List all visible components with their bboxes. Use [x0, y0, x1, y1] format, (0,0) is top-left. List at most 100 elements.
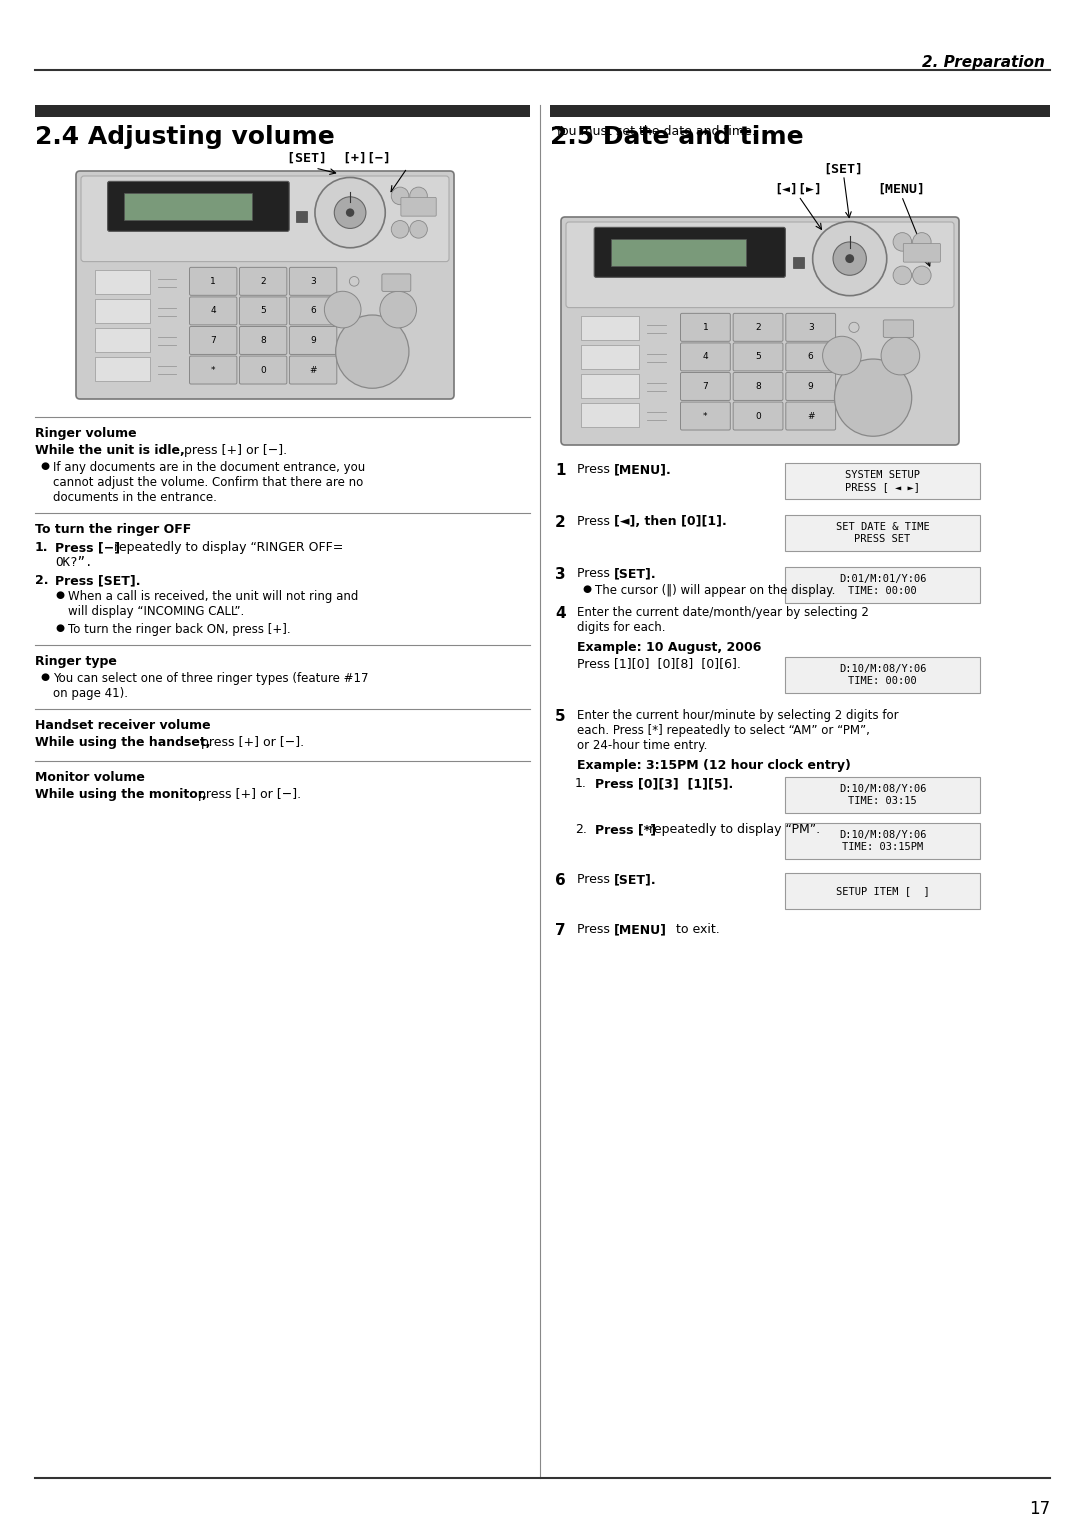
Text: 1: 1: [555, 463, 566, 478]
Text: D:10/M:08/Y:06
TIME: 03:15PM: D:10/M:08/Y:06 TIME: 03:15PM: [839, 830, 927, 851]
Text: 7: 7: [555, 923, 566, 938]
Bar: [95, 329, 150, 351]
Text: [◄], then [0][1].: [◄], then [0][1].: [615, 515, 727, 529]
Bar: [95, 299, 150, 322]
Text: [MENU]: [MENU]: [878, 183, 926, 196]
Text: Example: 3:15PM (12 hour clock entry): Example: 3:15PM (12 hour clock entry): [577, 759, 851, 772]
Circle shape: [846, 254, 854, 263]
Bar: [95, 358, 150, 380]
FancyBboxPatch shape: [289, 296, 337, 325]
Text: 3: 3: [808, 322, 813, 332]
FancyBboxPatch shape: [240, 267, 287, 295]
Text: ●: ●: [40, 461, 49, 471]
Bar: [550, 105, 1050, 118]
Text: While using the monitor,: While using the monitor,: [35, 788, 206, 801]
FancyBboxPatch shape: [189, 356, 237, 384]
FancyBboxPatch shape: [733, 373, 783, 400]
Circle shape: [409, 220, 428, 238]
Text: 9: 9: [310, 336, 316, 345]
Text: 1.: 1.: [575, 778, 586, 790]
Circle shape: [335, 197, 366, 229]
FancyBboxPatch shape: [189, 327, 237, 354]
Text: 3: 3: [555, 567, 566, 582]
Text: Monitor volume: Monitor volume: [35, 772, 145, 784]
Text: #: #: [309, 365, 316, 374]
Text: SETUP ITEM [  ]: SETUP ITEM [ ]: [836, 886, 930, 895]
Text: 5: 5: [755, 353, 761, 362]
Text: press [+] or [−].: press [+] or [−].: [197, 736, 305, 749]
FancyBboxPatch shape: [785, 778, 980, 813]
Text: Handset receiver volume: Handset receiver volume: [35, 720, 211, 732]
FancyBboxPatch shape: [786, 402, 836, 429]
Bar: [296, 211, 307, 223]
Text: to exit.: to exit.: [672, 923, 719, 937]
Text: press [+] or [−].: press [+] or [−].: [180, 445, 287, 457]
Text: press [+] or [−].: press [+] or [−].: [194, 788, 301, 801]
FancyBboxPatch shape: [289, 267, 337, 295]
Text: 9: 9: [808, 382, 813, 391]
Text: 3: 3: [310, 277, 316, 286]
Circle shape: [409, 186, 428, 205]
Text: SET DATE & TIME
PRESS SET: SET DATE & TIME PRESS SET: [836, 523, 930, 544]
Text: #: #: [807, 411, 814, 420]
FancyBboxPatch shape: [785, 463, 980, 500]
Text: ●: ●: [582, 584, 591, 594]
FancyBboxPatch shape: [883, 319, 914, 338]
Text: 1: 1: [211, 277, 216, 286]
Circle shape: [881, 336, 920, 374]
Text: 2.: 2.: [35, 575, 49, 587]
Circle shape: [913, 266, 931, 284]
Text: D:10/M:08/Y:06
TIME: 03:15: D:10/M:08/Y:06 TIME: 03:15: [839, 784, 927, 805]
Text: ●: ●: [55, 590, 64, 601]
FancyBboxPatch shape: [785, 515, 980, 552]
FancyBboxPatch shape: [189, 267, 237, 295]
Text: *: *: [703, 411, 707, 420]
Circle shape: [336, 315, 409, 388]
Text: The cursor (‖) will appear on the display.: The cursor (‖) will appear on the displa…: [595, 584, 835, 597]
Text: While the unit is idle,: While the unit is idle,: [35, 445, 185, 457]
Text: [◄][►]: [◄][►]: [774, 183, 823, 196]
Text: Press: Press: [577, 515, 613, 529]
FancyBboxPatch shape: [240, 327, 287, 354]
FancyBboxPatch shape: [289, 356, 337, 384]
FancyBboxPatch shape: [733, 313, 783, 341]
Text: [SET].: [SET].: [615, 567, 657, 581]
Circle shape: [391, 220, 409, 238]
Text: 1.: 1.: [35, 541, 49, 555]
Bar: [35, 105, 530, 118]
Text: 2.5 Date and time: 2.5 Date and time: [550, 125, 804, 150]
Text: repeatedly to display “RINGER OFF=: repeatedly to display “RINGER OFF=: [110, 541, 343, 555]
Text: Press [−]: Press [−]: [55, 541, 120, 555]
FancyBboxPatch shape: [680, 373, 730, 400]
Text: Example: 10 August, 2006: Example: 10 August, 2006: [577, 642, 761, 654]
FancyBboxPatch shape: [903, 243, 941, 263]
Text: Press [0][3]  [1][5].: Press [0][3] [1][5].: [595, 778, 733, 790]
FancyBboxPatch shape: [733, 342, 783, 371]
Text: Press: Press: [577, 463, 613, 477]
Text: 4: 4: [211, 307, 216, 315]
Text: You must set the date and time.: You must set the date and time.: [555, 125, 756, 138]
Text: OK?”.: OK?”.: [55, 556, 93, 568]
Circle shape: [913, 232, 931, 251]
Text: repeatedly to display “PM”.: repeatedly to display “PM”.: [645, 824, 820, 836]
Text: 7: 7: [702, 382, 708, 391]
Text: Press [1][0]  [0][8]  [0][6].: Press [1][0] [0][8] [0][6].: [577, 657, 741, 669]
Circle shape: [391, 186, 409, 205]
Text: Press [*]: Press [*]: [595, 824, 657, 836]
Text: 4: 4: [555, 607, 566, 620]
Text: Press: Press: [577, 923, 613, 937]
Bar: [581, 316, 639, 339]
Circle shape: [380, 292, 417, 329]
FancyBboxPatch shape: [289, 327, 337, 354]
Text: Press: Press: [577, 872, 613, 886]
Text: Enter the current hour/minute by selecting 2 digits for
each. Press [*] repeated: Enter the current hour/minute by selecti…: [577, 709, 899, 752]
Text: 2: 2: [260, 277, 266, 286]
FancyBboxPatch shape: [81, 176, 449, 261]
Text: To turn the ringer back ON, press [+].: To turn the ringer back ON, press [+].: [68, 623, 291, 636]
Circle shape: [835, 359, 912, 437]
FancyBboxPatch shape: [240, 356, 287, 384]
FancyBboxPatch shape: [108, 182, 289, 231]
Text: ●: ●: [55, 623, 64, 633]
FancyBboxPatch shape: [786, 313, 836, 341]
Text: Press: Press: [577, 567, 613, 581]
